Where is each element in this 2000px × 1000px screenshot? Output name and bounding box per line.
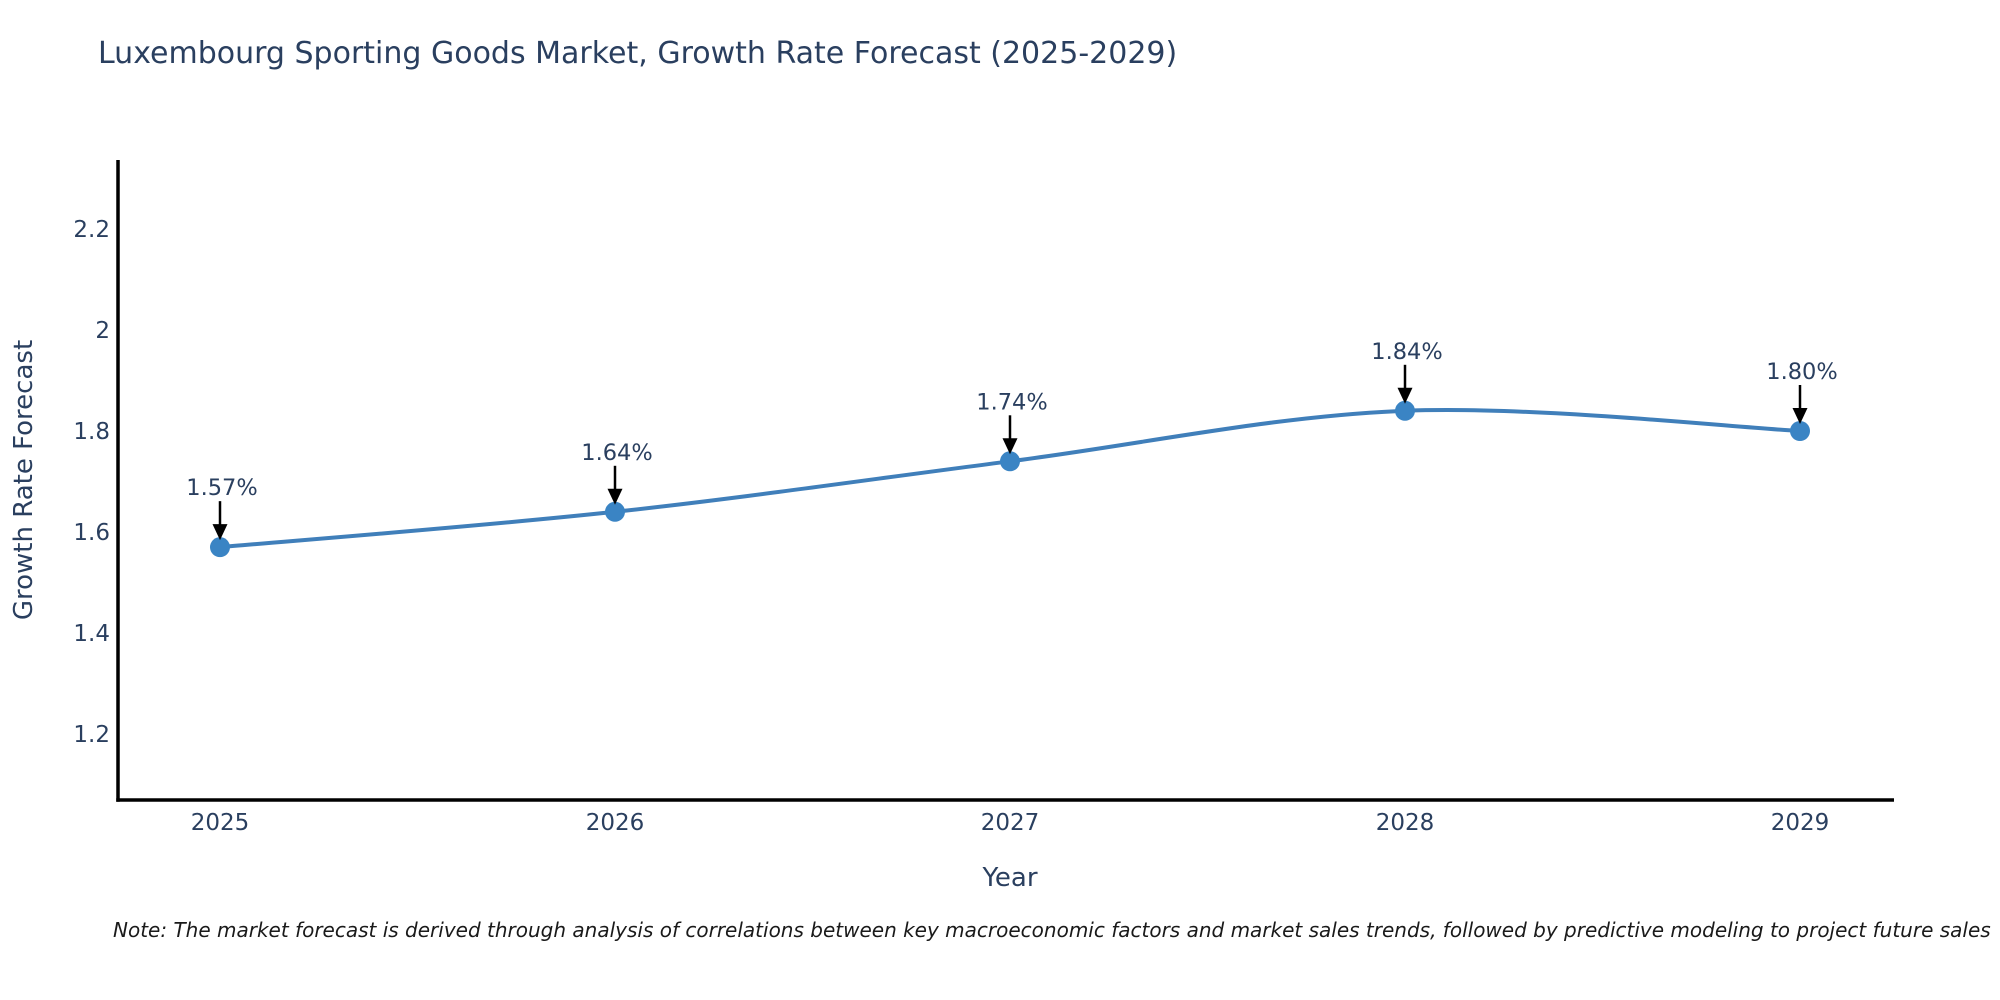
y-tick-label: 2.2 [73, 217, 110, 243]
x-tick-label: 2027 [981, 810, 1040, 836]
annotation-arrowhead [1792, 408, 1808, 424]
x-tick-label: 2025 [191, 810, 250, 836]
y-axis-title: Growth Rate Forecast [9, 340, 39, 620]
annotation-label: 1.80% [1766, 359, 1837, 385]
y-tick-label: 1.2 [73, 722, 110, 748]
x-tick-label: 2029 [1771, 810, 1830, 836]
annotation-arrowhead [212, 524, 228, 541]
annotation-label: 1.74% [976, 389, 1047, 415]
data-point-2025 [210, 537, 230, 558]
data-point-2027 [1000, 451, 1020, 472]
chart-title: Luxembourg Sporting Goods Market, Growth… [98, 36, 1178, 71]
data-point-2026 [605, 501, 625, 522]
y-tick-label: 1.4 [73, 621, 110, 647]
data-point-2028 [1395, 400, 1415, 421]
y-tick-label: 1.8 [73, 419, 110, 445]
x-tick-label: 2028 [1376, 810, 1435, 836]
x-tick-label: 2026 [586, 810, 645, 836]
footnote: Note: The market forecast is derived thr… [113, 918, 1991, 942]
annotation-label: 1.84% [1371, 339, 1442, 365]
annotation-label: 1.57% [186, 475, 257, 501]
x-axis-title: Year [981, 863, 1037, 893]
y-tick-label: 1.6 [73, 520, 110, 546]
annotation-arrowhead [607, 488, 623, 505]
annotation-arrowhead [1002, 438, 1018, 455]
annotation-label: 1.64% [581, 440, 652, 466]
annotation-arrowhead [1397, 387, 1413, 404]
data-point-2029 [1790, 421, 1810, 441]
y-tick-label: 2 [95, 318, 110, 344]
